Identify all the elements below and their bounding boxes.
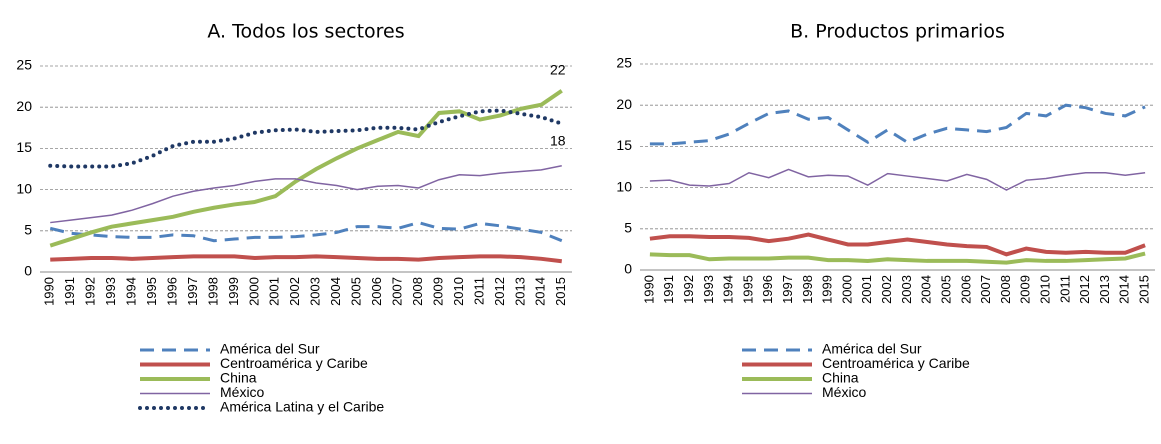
- legend-label: América del Sur: [822, 341, 922, 357]
- y-tick-label: 10: [16, 180, 32, 196]
- x-tick-label: 2012: [492, 277, 507, 306]
- x-tick-label: 2015: [553, 277, 568, 306]
- y-tick-label: 15: [616, 137, 632, 153]
- x-tick-label: 1991: [62, 277, 77, 306]
- legend-label: Centroamérica y Caribe: [822, 355, 970, 371]
- x-tick-label: 1991: [661, 275, 676, 304]
- x-tick-label: 2006: [958, 275, 973, 304]
- y-tick-label: 5: [24, 222, 32, 238]
- x-tick-label: 2003: [899, 275, 914, 304]
- x-tick-label: 1992: [681, 275, 696, 304]
- legend-label: América Latina y el Caribe: [220, 399, 384, 415]
- x-tick-label: 1999: [820, 275, 835, 304]
- y-tick-label: 0: [24, 263, 32, 279]
- chart-title: A. Todos los sectores: [207, 21, 404, 43]
- y-tick-label: 0: [624, 261, 632, 277]
- series-line: [48, 108, 564, 169]
- x-tick-label: 2015: [1137, 275, 1152, 304]
- y-tick-label: 25: [16, 57, 32, 73]
- x-tick-label: 1998: [205, 277, 220, 306]
- y-tick-label: 15: [16, 139, 32, 155]
- x-tick-label: 1999: [226, 277, 241, 306]
- x-tick-label: 1992: [83, 277, 98, 306]
- x-tick-label: 2010: [451, 277, 466, 306]
- x-tick-label: 1998: [800, 275, 815, 304]
- x-tick-label: 2000: [839, 275, 854, 304]
- x-tick-label: 2014: [1117, 275, 1132, 304]
- x-tick-label: 2010: [1037, 275, 1052, 304]
- x-tick-label: 1994: [124, 277, 139, 306]
- x-tick-label: 2002: [287, 277, 302, 306]
- x-tick-label: 2006: [369, 277, 384, 306]
- legend-label: China: [220, 370, 257, 386]
- x-tick-label: 2012: [1077, 275, 1092, 304]
- x-tick-label: 2002: [879, 275, 894, 304]
- series-line: [649, 103, 1146, 146]
- legend-label: China: [822, 370, 859, 386]
- series-line: [649, 232, 1146, 257]
- series-line: [50, 164, 562, 224]
- x-tick-label: 1995: [144, 277, 159, 306]
- x-tick-label: 2013: [512, 277, 527, 306]
- x-tick-label: 2008: [998, 275, 1013, 304]
- series-line: [50, 254, 563, 264]
- x-tick-label: 2001: [267, 277, 282, 306]
- x-tick-label: 2009: [430, 277, 445, 306]
- y-tick-label: 10: [616, 178, 632, 194]
- x-tick-label: 2004: [919, 275, 934, 304]
- x-tick-label: 2000: [246, 277, 261, 306]
- x-tick-label: 1990: [641, 275, 656, 304]
- y-tick-label: 20: [16, 98, 32, 114]
- x-tick-label: 2011: [1057, 275, 1072, 303]
- x-tick-label: 2011: [471, 277, 486, 305]
- x-tick-label: 2013: [1097, 275, 1112, 304]
- series-line: [49, 221, 563, 243]
- y-tick-label: 20: [616, 96, 632, 112]
- data-label: 22: [550, 61, 566, 77]
- x-tick-label: 1996: [760, 275, 775, 304]
- series-line: [649, 251, 1146, 265]
- series-line: [649, 168, 1146, 191]
- x-tick-label: 1995: [740, 275, 755, 304]
- data-label: 18: [550, 132, 566, 148]
- x-tick-label: 2009: [1018, 275, 1033, 304]
- x-tick-label: 2008: [410, 277, 425, 306]
- legend-label: América del Sur: [220, 341, 320, 357]
- x-tick-label: 2001: [859, 275, 874, 304]
- x-tick-label: 2003: [308, 277, 323, 306]
- x-tick-label: 1994: [721, 275, 736, 304]
- x-tick-label: 1993: [103, 277, 118, 306]
- x-tick-label: 2007: [978, 275, 993, 304]
- x-tick-label: 2007: [390, 277, 405, 306]
- legend-label: Centroamérica y Caribe: [220, 355, 368, 371]
- series-line: [49, 89, 563, 248]
- x-tick-label: 1997: [780, 275, 795, 304]
- x-tick-label: 1996: [164, 277, 179, 306]
- x-tick-label: 2005: [938, 275, 953, 304]
- legend-label: México: [220, 384, 265, 400]
- x-tick-label: 1990: [42, 277, 57, 306]
- x-tick-label: 2004: [328, 277, 343, 306]
- legend-label: México: [822, 384, 867, 400]
- x-tick-label: 2014: [533, 277, 548, 306]
- y-tick-label: 5: [624, 220, 632, 236]
- y-tick-label: 25: [616, 55, 632, 71]
- x-tick-label: 2005: [349, 277, 364, 306]
- x-tick-label: 1997: [185, 277, 200, 306]
- x-tick-label: 1993: [701, 275, 716, 304]
- chart-title: B. Productos primarios: [790, 21, 1005, 43]
